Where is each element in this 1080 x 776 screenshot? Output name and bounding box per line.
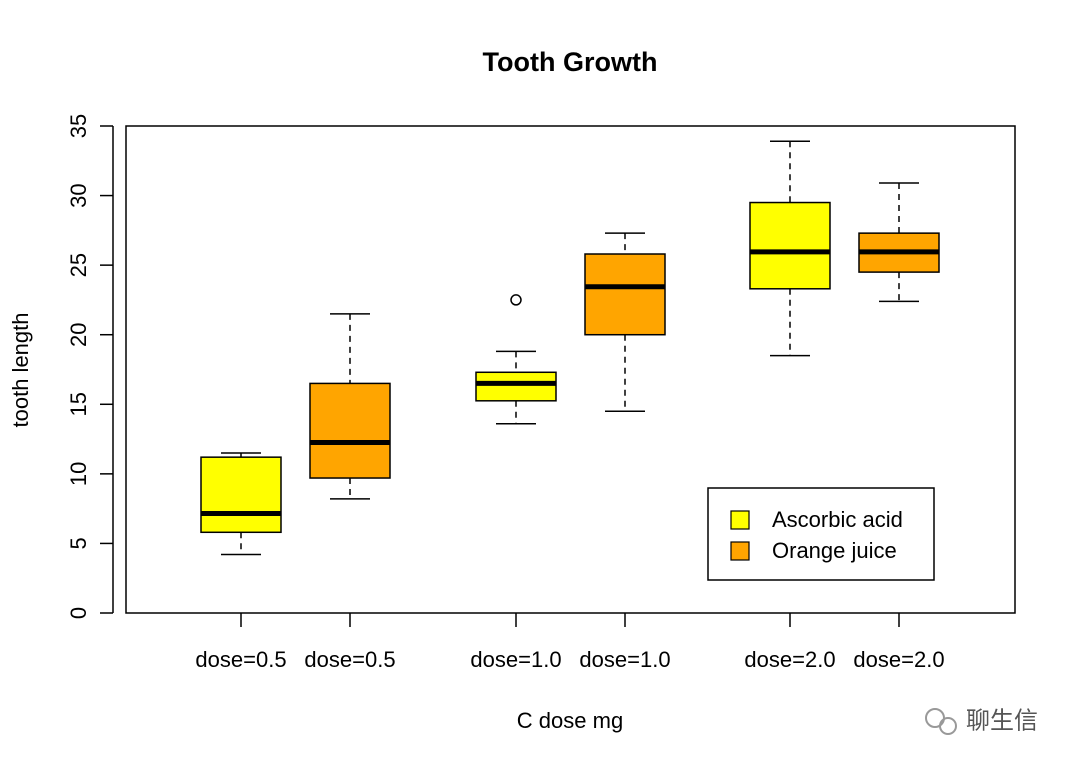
watermark-text: 聊生信 [966, 707, 1038, 734]
y-tick-label: 10 [66, 462, 91, 486]
box [475, 371, 557, 402]
watermark: 聊生信 [925, 707, 1038, 735]
legend-label: Ascorbic acid [772, 507, 903, 532]
legend-label: Orange juice [772, 538, 897, 563]
y-tick-label: 30 [66, 183, 91, 207]
x-tick-label: dose=1.0 [579, 647, 670, 672]
watermark-icon [939, 717, 957, 735]
y-tick-label: 15 [66, 392, 91, 416]
plot-frame [125, 125, 1016, 614]
outlier [510, 294, 522, 306]
y-axis-label: tooth length [8, 313, 33, 428]
y-tick-label: 35 [66, 114, 91, 138]
x-tick-label: dose=2.0 [744, 647, 835, 672]
x-tick-label: dose=1.0 [470, 647, 561, 672]
chart-title: Tooth Growth [483, 47, 658, 77]
box [200, 456, 282, 534]
x-tick-label: dose=0.5 [195, 647, 286, 672]
x-axis-label: C dose mg [517, 708, 623, 733]
box [749, 201, 831, 290]
x-tick-label: dose=0.5 [304, 647, 395, 672]
y-tick-label: 20 [66, 322, 91, 346]
x-tick-label: dose=2.0 [853, 647, 944, 672]
box [309, 382, 391, 479]
legend-swatch [730, 541, 750, 561]
legend-swatch [730, 510, 750, 530]
y-tick-label: 25 [66, 253, 91, 277]
y-tick-label: 0 [66, 607, 91, 619]
y-tick-label: 5 [66, 537, 91, 549]
legend-frame [707, 487, 935, 581]
box [584, 253, 666, 336]
